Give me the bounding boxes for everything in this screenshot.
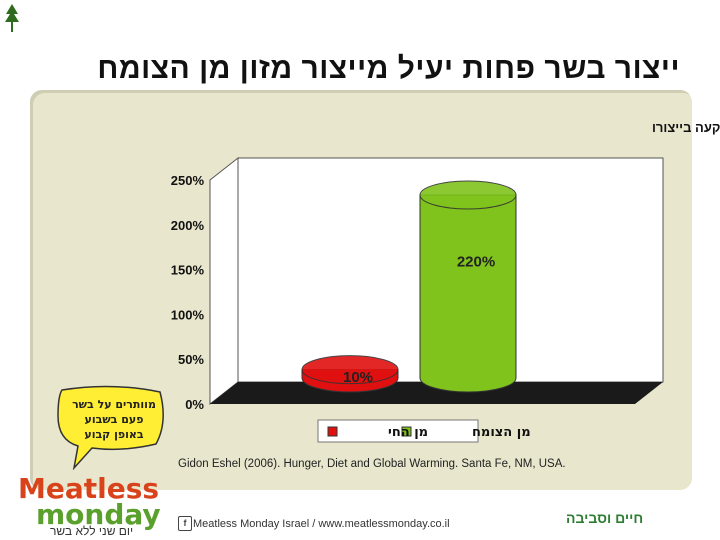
speech-bubble: מוותרים על בשר פעם בשבוע באופן קבוע [57, 385, 164, 470]
chart-title: % האנרגיה שמכיל מזון, ביחס לאנרגיה שהושק… [652, 120, 720, 135]
chart-bars [301, 180, 517, 393]
bar-body [419, 194, 517, 393]
chart-side-wall [209, 156, 239, 406]
y-tick-labels: 0% 50% 100% 150% 200% 250% [171, 173, 205, 412]
chart-data-labels: 10% 220% [343, 253, 495, 386]
legend-box [317, 419, 479, 443]
slide-title: ייצור בשר פחות יעיל מייצור מזון מן הצומח [97, 52, 680, 85]
tree-logo-icon [5, 4, 19, 32]
bar-top [301, 355, 399, 385]
footer-link[interactable]: Meatless Monday Israel / www.meatlessmon… [193, 518, 450, 530]
bubble-line-3: באופן קבוע [84, 428, 144, 441]
legend-label: מן החי [388, 425, 428, 440]
bar-animal [301, 355, 399, 393]
y-tick-label: 50% [178, 352, 204, 367]
logo-word-monday: monday [36, 498, 161, 531]
y-tick-label: 250% [171, 173, 205, 188]
data-label: 10% [343, 369, 373, 386]
bubble-line-2: פעם בשבוע [85, 413, 144, 426]
bar-plant [419, 180, 517, 393]
legend-swatch [327, 426, 338, 437]
org-logo-text: חיים וסביבה [566, 510, 644, 526]
bubble-line-1: מוותרים על בשר [72, 398, 156, 411]
meatless-monday-logo: Meatless monday [18, 472, 161, 531]
tagline: יום שני ללא בשר [50, 524, 134, 538]
source-citation: Gidon Eshel (2006). Hunger, Diet and Glo… [178, 458, 566, 470]
facebook-icon: f [178, 516, 192, 531]
y-tick-label: 150% [171, 263, 205, 278]
chart-legend: מן הצומח מן החי [317, 419, 531, 443]
y-tick-label: 200% [171, 218, 205, 233]
legend-swatch [401, 426, 412, 437]
bar-top [419, 180, 517, 210]
data-label: 220% [457, 253, 495, 270]
y-tick-label: 100% [171, 307, 205, 322]
logo-word-meatless: Meatless [18, 472, 159, 505]
y-tick-label: 0% [185, 397, 204, 412]
legend-label: מן הצומח [472, 425, 531, 440]
